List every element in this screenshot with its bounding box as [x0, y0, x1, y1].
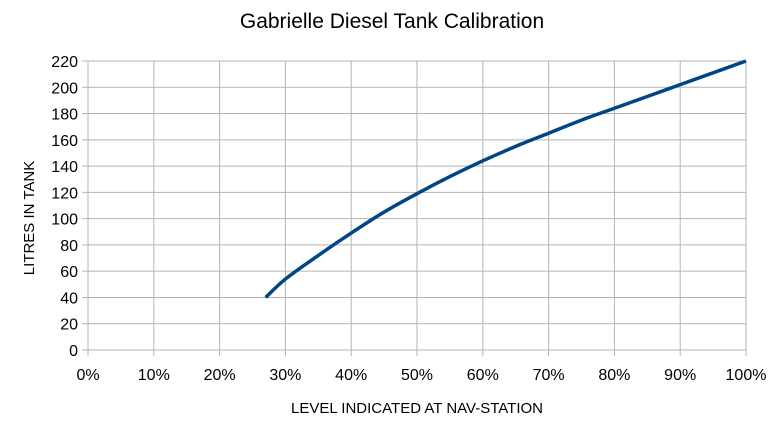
chart-title: Gabrielle Diesel Tank Calibration [240, 10, 544, 33]
series-line-calibration [264, 59, 747, 299]
y-tick-label: 200 [51, 80, 78, 97]
x-tick-label: 80% [598, 367, 630, 384]
y-tick-label: 0 [69, 343, 78, 360]
y-tick-label: 40 [60, 290, 78, 307]
x-tick-label: 20% [204, 367, 236, 384]
axes [82, 60, 747, 356]
y-tick-label: 120 [51, 185, 78, 202]
y-tick-label: 80 [60, 238, 78, 255]
x-tick-label: 50% [401, 367, 433, 384]
y-tick-label: 140 [51, 159, 78, 176]
tick-labels: 0 20 40 60 80 100 120 140 160 180 200 220 0% 10% 20% 30… [51, 54, 766, 384]
x-tick-label: 0% [76, 367, 99, 384]
y-tick-label: 160 [51, 133, 78, 150]
x-tick-label: 40% [335, 367, 367, 384]
x-tick-label: 70% [533, 367, 565, 384]
y-axis-label: LITRES IN TANK [21, 161, 38, 275]
x-tick-label: 60% [467, 367, 499, 384]
grid [87, 60, 747, 351]
y-tick-label: 60 [60, 264, 78, 281]
y-tick-label: 20 [60, 317, 78, 334]
x-tick-label: 30% [269, 367, 301, 384]
x-tick-label: 10% [138, 367, 170, 384]
y-tick-label: 100 [51, 212, 78, 229]
series [264, 59, 747, 299]
x-tick-label: 90% [664, 367, 696, 384]
y-tick-label: 220 [51, 54, 78, 71]
x-tick-label: 100% [726, 367, 767, 384]
y-tick-label: 180 [51, 107, 78, 124]
x-axis-label: LEVEL INDICATED AT NAV-STATION [291, 400, 543, 417]
